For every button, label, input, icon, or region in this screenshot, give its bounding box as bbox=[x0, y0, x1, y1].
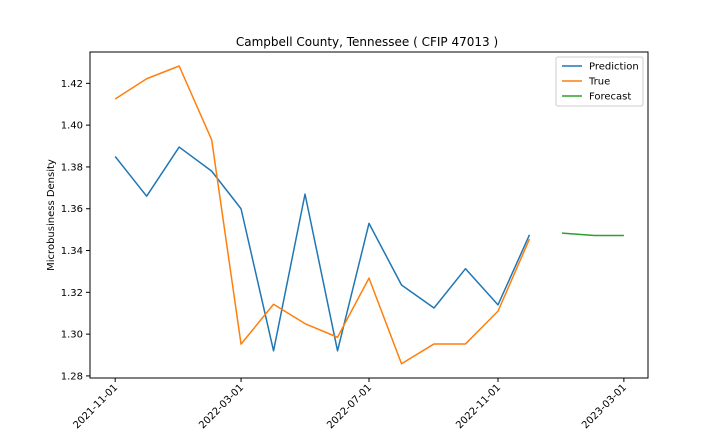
ytick-label: 1.28 bbox=[61, 371, 83, 382]
ytick-label: 1.36 bbox=[61, 204, 83, 215]
ytick-label: 1.30 bbox=[61, 330, 83, 341]
xtick-label: 2023-03-01 bbox=[580, 382, 629, 431]
legend-label-true: True bbox=[588, 77, 610, 88]
y-axis-label: Microbusiness Density bbox=[46, 159, 57, 271]
series-line-prediction bbox=[114, 146, 531, 352]
xtick-label: 2021-11-01 bbox=[71, 382, 120, 431]
xtick-label: 2022-11-01 bbox=[454, 382, 503, 431]
x-axis: 2021-11-01 2022-03-01 2022-07-01 2022-11-01… bbox=[71, 378, 629, 431]
ytick-label: 1.34 bbox=[61, 246, 83, 257]
xtick-label: 2022-03-01 bbox=[197, 382, 246, 431]
legend-frame bbox=[555, 56, 644, 107]
legend-label-prediction: Prediction bbox=[589, 62, 639, 73]
ytick-label: 1.40 bbox=[61, 121, 83, 132]
series-line-true bbox=[114, 65, 531, 365]
y-axis: 1.28 1.30 1.32 1.34 1.36 1.38 1.40 1.42 bbox=[61, 79, 90, 382]
ytick-label: 1.42 bbox=[61, 79, 83, 90]
ytick-label: 1.38 bbox=[61, 162, 83, 173]
series-layer bbox=[114, 65, 624, 365]
xtick-label: 2022-07-01 bbox=[325, 382, 374, 431]
ytick-label: 1.32 bbox=[61, 288, 83, 299]
legend-label-forecast: Forecast bbox=[589, 92, 631, 103]
series-line-forecast bbox=[561, 232, 624, 237]
legend: Prediction True Forecast bbox=[555, 56, 644, 107]
chart-title: Campbell County, Tennessee ( CFIP 47013 … bbox=[236, 35, 498, 49]
